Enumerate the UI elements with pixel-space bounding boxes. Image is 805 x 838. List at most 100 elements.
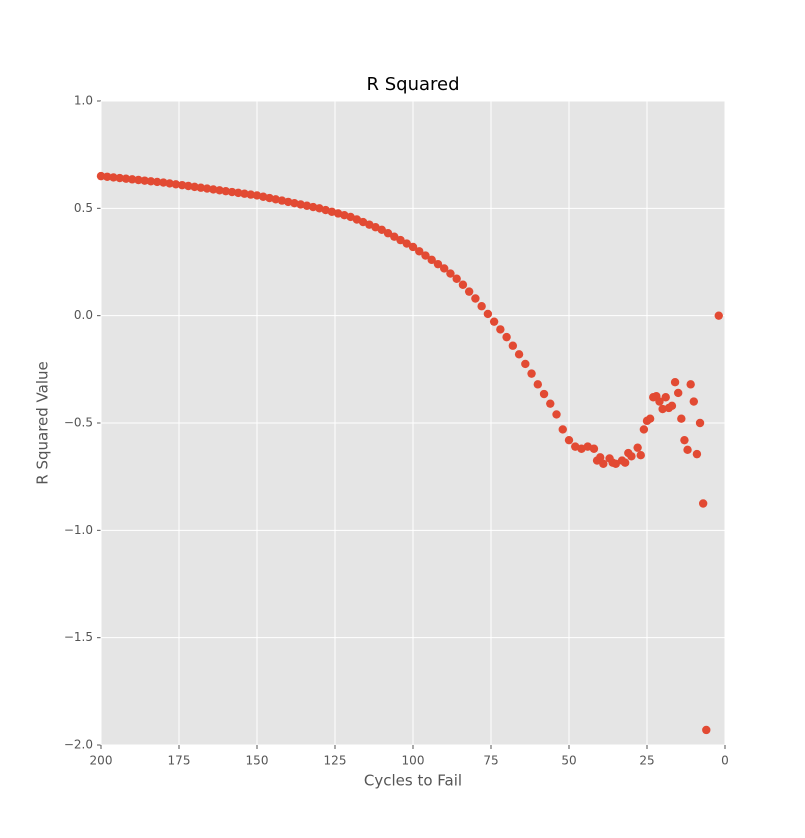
point bbox=[698, 499, 708, 508]
point bbox=[599, 459, 608, 468]
x-tick-label: 25 bbox=[639, 754, 654, 768]
point bbox=[702, 725, 711, 735]
point bbox=[533, 380, 542, 389]
point bbox=[677, 414, 686, 423]
point bbox=[271, 195, 280, 204]
point bbox=[639, 425, 649, 434]
y-tick-label: −1.5 bbox=[64, 630, 93, 644]
point bbox=[546, 399, 555, 408]
point bbox=[661, 393, 670, 402]
point bbox=[440, 264, 449, 273]
point bbox=[383, 229, 393, 238]
point bbox=[421, 251, 430, 260]
point bbox=[458, 280, 468, 289]
point bbox=[402, 239, 411, 248]
point bbox=[121, 174, 131, 183]
point bbox=[655, 397, 664, 406]
point bbox=[227, 187, 237, 197]
point bbox=[645, 414, 655, 423]
x-tick-label: 125 bbox=[324, 754, 347, 768]
point bbox=[433, 259, 443, 269]
point bbox=[564, 435, 574, 445]
point bbox=[446, 269, 455, 278]
point bbox=[502, 332, 511, 342]
point bbox=[667, 401, 677, 411]
point bbox=[427, 255, 436, 265]
point bbox=[390, 232, 399, 241]
point bbox=[96, 171, 106, 181]
point bbox=[408, 242, 418, 252]
point bbox=[627, 452, 636, 461]
point bbox=[686, 380, 695, 389]
point bbox=[259, 192, 268, 201]
point bbox=[695, 418, 705, 428]
point bbox=[477, 302, 486, 311]
point bbox=[302, 201, 312, 210]
point bbox=[240, 189, 249, 198]
point bbox=[177, 180, 187, 190]
point bbox=[246, 190, 255, 199]
point bbox=[277, 196, 287, 205]
point bbox=[190, 182, 199, 192]
point bbox=[115, 173, 124, 183]
x-tick-label: 150 bbox=[246, 754, 269, 768]
point bbox=[692, 449, 702, 459]
point bbox=[680, 435, 689, 445]
point bbox=[489, 317, 499, 326]
point bbox=[521, 359, 530, 369]
y-tick-label: −2.0 bbox=[64, 738, 93, 752]
y-tick-label: 0.0 bbox=[74, 308, 93, 322]
point bbox=[464, 287, 474, 296]
point bbox=[483, 309, 493, 319]
x-tick-label: 175 bbox=[168, 754, 191, 768]
point bbox=[471, 294, 480, 303]
point bbox=[165, 179, 174, 188]
x-tick-label: 75 bbox=[483, 754, 498, 768]
y-axis-label: R Squared Value bbox=[34, 361, 52, 484]
point bbox=[103, 172, 112, 181]
point bbox=[633, 443, 642, 452]
point bbox=[290, 198, 299, 208]
point bbox=[589, 444, 599, 453]
point bbox=[284, 197, 293, 207]
point bbox=[496, 325, 505, 334]
point bbox=[558, 425, 567, 434]
point bbox=[128, 175, 137, 184]
point bbox=[396, 235, 405, 245]
point bbox=[552, 410, 561, 419]
point bbox=[296, 200, 305, 209]
y-tick-label: −0.5 bbox=[64, 416, 93, 430]
point bbox=[596, 453, 605, 462]
point bbox=[658, 404, 667, 414]
point bbox=[415, 247, 424, 256]
point bbox=[636, 451, 645, 460]
point bbox=[171, 180, 181, 189]
chart-title: R Squared bbox=[366, 74, 459, 95]
point bbox=[308, 202, 318, 212]
point bbox=[234, 188, 243, 198]
x-tick-label: 50 bbox=[561, 754, 576, 768]
y-tick-label: 0.5 bbox=[74, 201, 93, 215]
x-tick-label: 200 bbox=[90, 754, 113, 768]
point bbox=[215, 186, 224, 195]
point bbox=[714, 311, 723, 320]
point bbox=[146, 177, 156, 186]
x-axis-label: Cycles to Fail bbox=[364, 772, 462, 790]
point bbox=[514, 350, 524, 359]
point bbox=[196, 183, 206, 192]
y-tick-label: 1.0 bbox=[74, 94, 93, 108]
point bbox=[140, 176, 149, 185]
point bbox=[252, 191, 262, 200]
point bbox=[152, 177, 162, 187]
point bbox=[159, 178, 168, 187]
point bbox=[527, 369, 536, 378]
x-tick-label: 0 bbox=[721, 754, 729, 768]
y-tick-label: −1.0 bbox=[64, 523, 93, 537]
point bbox=[689, 397, 698, 406]
point bbox=[221, 186, 230, 196]
point bbox=[184, 181, 193, 191]
point bbox=[683, 445, 692, 455]
point bbox=[620, 458, 630, 467]
point bbox=[452, 274, 461, 283]
